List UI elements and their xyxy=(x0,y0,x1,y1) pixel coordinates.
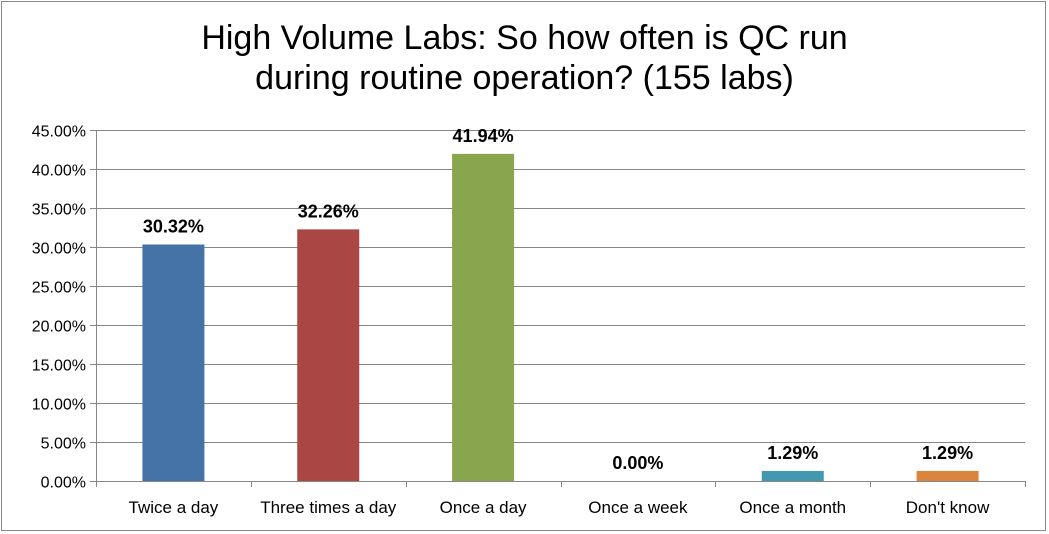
data-label: 32.26% xyxy=(298,201,359,221)
data-label: 1.29% xyxy=(767,443,818,463)
y-tick-label: 30.00% xyxy=(32,241,86,258)
x-tick-label: Don't know xyxy=(906,498,990,517)
x-tick-label: Twice a day xyxy=(129,498,219,517)
x-tick-label: Once a week xyxy=(588,498,688,517)
y-tick-label: 25.00% xyxy=(32,280,86,297)
x-tick-label: Once a day xyxy=(440,498,527,517)
y-tick-label: 20.00% xyxy=(32,319,86,336)
x-tick-label: Once a month xyxy=(739,498,846,517)
data-label: 0.00% xyxy=(612,453,663,473)
y-tick-label: 35.00% xyxy=(32,202,86,219)
bar xyxy=(452,153,515,482)
y-tick-label: 40.00% xyxy=(32,163,86,180)
chart-title-line-1: High Volume Labs: So how often is QC run xyxy=(201,19,848,57)
bar xyxy=(916,470,979,481)
data-label: 30.32% xyxy=(143,217,204,237)
data-label: 41.94% xyxy=(453,126,514,146)
x-tick-label: Three times a day xyxy=(260,498,397,517)
y-tick-label: 0.00% xyxy=(41,475,86,492)
bar xyxy=(297,229,360,481)
y-tick-label: 45.00% xyxy=(32,124,86,141)
y-tick-label: 10.00% xyxy=(32,397,86,414)
y-tick-label: 15.00% xyxy=(32,358,86,375)
bar xyxy=(142,244,205,481)
y-tick-label: 5.00% xyxy=(41,436,86,453)
data-label: 1.29% xyxy=(922,443,973,463)
chart-title: High Volume Labs: So how often is QC run… xyxy=(0,18,1049,98)
chart-title-line-2: during routine operation? (155 labs) xyxy=(255,59,794,97)
bar xyxy=(761,470,824,481)
